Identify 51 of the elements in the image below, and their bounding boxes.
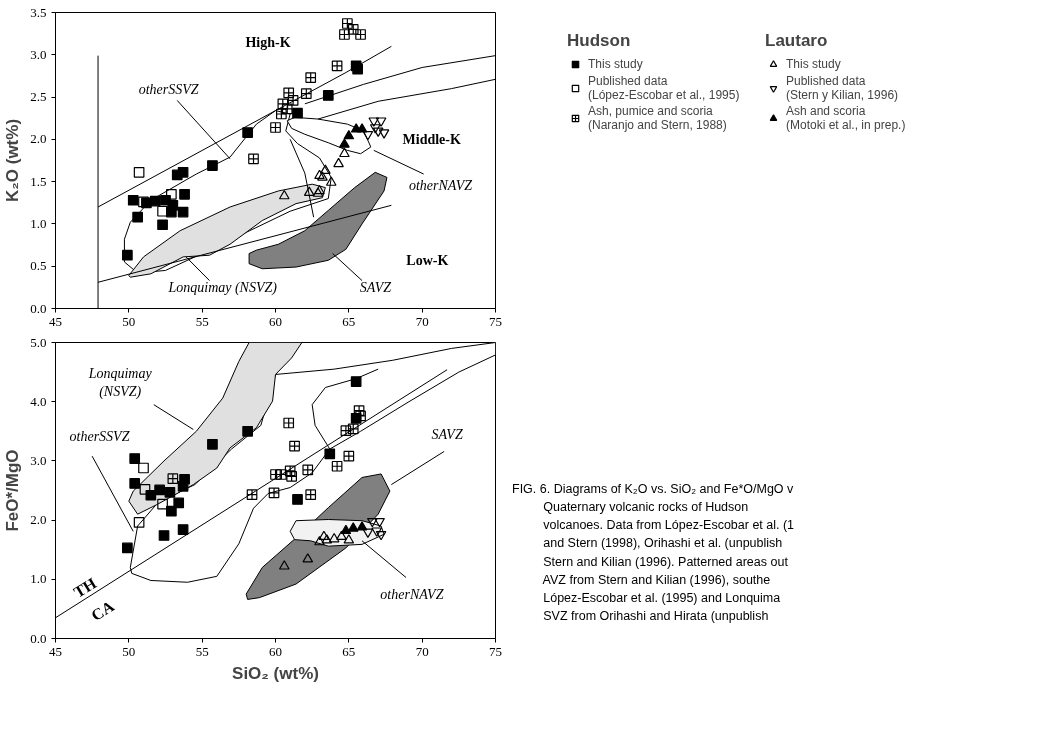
legend-label: Published data (Stern y Kilian, 1996) <box>786 74 899 102</box>
annotation: otherNAVZ <box>408 178 473 194</box>
annotation: otherSSVZ <box>138 81 199 97</box>
y-tick-label: 0.0 <box>30 630 47 646</box>
x-tick-label: 65 <box>342 643 356 659</box>
x-tick-label: 45 <box>49 643 62 659</box>
text: Lautaro <box>765 31 828 50</box>
annotation: SAVZ <box>431 427 463 443</box>
y-axis-title: FeO*/MgO <box>3 449 23 532</box>
x-tick-label: 70 <box>415 313 429 329</box>
legend-label: Ash, pumice and scoria (Naranjo and Stern, 1988) <box>588 104 727 132</box>
y-tick-label: 4.0 <box>30 393 47 409</box>
legend-label: This study <box>786 57 841 71</box>
y-tick-label: 5.0 <box>30 334 47 350</box>
x-tick-label: 60 <box>269 643 282 659</box>
y-tick-label: 0.0 <box>30 300 47 316</box>
y-tick-label: 3.5 <box>30 4 47 20</box>
y-tick-label: 2.5 <box>30 89 47 105</box>
x-tick-label: 65 <box>342 313 356 329</box>
x-tick-label: 50 <box>122 313 136 329</box>
annotation: SAVZ <box>359 279 392 295</box>
annotation: High-K <box>245 34 291 50</box>
text: Hudson <box>567 31 631 50</box>
x-tick-label: 70 <box>415 643 429 659</box>
y-tick-label: 2.0 <box>30 131 47 147</box>
y-tick-label: 3.0 <box>30 452 47 468</box>
annotation: Lonquimay (NSVZ) <box>87 365 153 400</box>
x-tick-label: 60 <box>269 313 282 329</box>
x-tick-label: 75 <box>489 643 502 659</box>
x-tick-label: 55 <box>195 313 209 329</box>
x-tick-label: 45 <box>49 313 62 329</box>
x-tick-label: 50 <box>122 643 136 659</box>
y-tick-label: 2.0 <box>30 512 47 528</box>
annotation: otherNAVZ <box>380 586 444 602</box>
caption: FIG. 6. Diagrams of K₂O vs. SiO₂ and Fe*O/MgO v Quaternary volcanic rocks of Hudson volcanoes. Data from López-Escobar et al. (1 and Stern (1998), Orihashi et al. (unpublish Stern and Kilian (1996). Patterned areas out AVZ from Stern and Kilian (1996), southe López-Escobar et al. (1995) and Lonquima SVZ from Orihashi and Hirata (unpublish <box>512 481 795 625</box>
x-axis-title: SiO₂ (wt%) <box>232 663 319 683</box>
annotation: Low-K <box>406 252 449 268</box>
legend-label: Ash and scoria (Motoki et al., in prep.) <box>786 104 906 132</box>
y-axis-title: K₂O (wt%) <box>3 118 23 203</box>
legend-label: Published data (López-Escobar et al., 1995) <box>588 74 740 102</box>
y-tick-label: 1.0 <box>30 571 47 587</box>
annotation: Lonquimay (NSVZ) <box>167 279 278 296</box>
y-tick-label: 3.0 <box>30 46 47 62</box>
annotation: Middle-K <box>402 131 461 147</box>
annotation: otherSSVZ <box>69 428 130 444</box>
y-tick-label: 1.5 <box>30 173 47 189</box>
y-tick-label: 0.5 <box>30 258 47 274</box>
x-tick-label: 75 <box>489 313 502 329</box>
y-tick-label: 1.0 <box>30 215 47 231</box>
x-tick-label: 55 <box>195 643 209 659</box>
legend-label: This study <box>588 57 643 71</box>
